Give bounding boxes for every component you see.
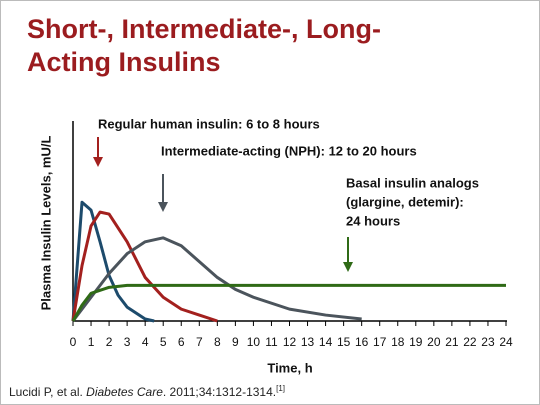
citation-authors: Lucidi P, et al. [9, 385, 87, 399]
x-tick-label: 1 [88, 335, 95, 349]
annotation: Basal insulin analogs [346, 175, 479, 190]
x-tick-label: 24 [499, 335, 513, 349]
arrow [158, 174, 168, 212]
annotation: Intermediate-acting (NPH): 12 to 20 hour… [161, 143, 417, 158]
line [71, 283, 506, 322]
x-tick-label: 12 [283, 335, 297, 349]
x-tick-label: 17 [373, 335, 387, 349]
x-tick-label: 3 [124, 335, 131, 349]
annotation: 24 hours [346, 213, 400, 228]
x-tick-label: 13 [301, 335, 315, 349]
x-tick-label: 18 [391, 335, 405, 349]
arrow [93, 137, 103, 167]
x-tick-label: 2 [106, 335, 113, 349]
x-tick-label: 15 [337, 335, 351, 349]
y-axis-label: Plasma Insulin Levels, mU/L [38, 136, 53, 311]
line [71, 210, 218, 323]
x-tick-label: 14 [319, 335, 333, 349]
x-tick-label: 9 [232, 335, 239, 349]
x-tick-label: 10 [247, 335, 261, 349]
x-tick-label: 7 [196, 335, 203, 349]
x-tick-label: 6 [178, 335, 185, 349]
chart-title: Short-, Intermediate-, Long-Acting Insul… [27, 14, 381, 77]
x-tick-label: 16 [355, 335, 369, 349]
citation-details: . 2011;34:1312-1314. [162, 385, 277, 399]
x-tick-label: 11 [265, 335, 278, 349]
x-tick-label: 5 [160, 335, 167, 349]
citation: Lucidi P, et al. Diabetes Care. 2011;34:… [9, 384, 285, 399]
citation-journal: Diabetes Care [86, 385, 163, 399]
x-axis-label: Time, h [267, 360, 312, 375]
x-tick-label: 22 [463, 335, 477, 349]
annotation: (glargine, detemir): [346, 194, 464, 209]
citation-ref: [1] [276, 384, 286, 393]
arrow [343, 237, 353, 272]
x-tick-label: 19 [409, 335, 423, 349]
x-tick-label: 0 [70, 335, 77, 349]
x-tick-label: 20 [427, 335, 441, 349]
x-tick-label: 23 [481, 335, 495, 349]
line [71, 236, 362, 322]
x-tick-label: 21 [445, 335, 459, 349]
x-tick-label: 8 [214, 335, 221, 349]
annotation: Regular human insulin: 6 to 8 hours [98, 116, 320, 131]
x-tick-label: 4 [142, 335, 149, 349]
